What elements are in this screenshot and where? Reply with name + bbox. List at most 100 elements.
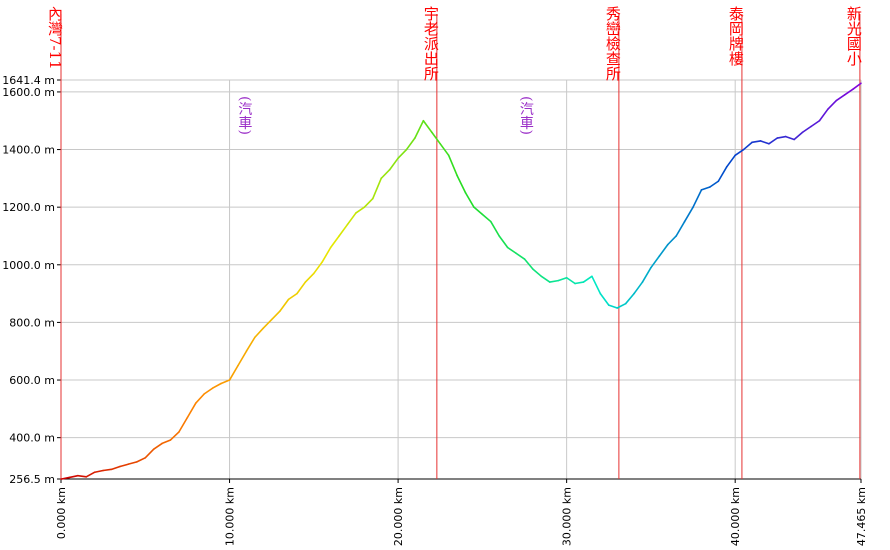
elevation-segment	[751, 140, 762, 144]
elevation-segment	[203, 387, 214, 395]
elevation-segment	[827, 99, 838, 111]
elevation-segment	[666, 235, 677, 246]
elevation-segment	[178, 416, 189, 433]
elevation-segment	[195, 393, 206, 404]
elevation-segment	[338, 223, 349, 237]
elevation-segment	[279, 298, 290, 312]
elevation-segment	[245, 336, 256, 353]
elevation-segment	[532, 268, 543, 278]
elevation-segment	[60, 476, 71, 480]
elevation-segment	[355, 206, 366, 214]
y-tick-label: 1000.0 m	[2, 259, 55, 272]
poi-marker-label: 新光國小	[845, 6, 863, 67]
elevation-segment	[161, 439, 172, 445]
elevation-segment	[152, 442, 163, 450]
elevation-segment	[464, 191, 475, 208]
elevation-segment	[641, 266, 652, 283]
elevation-segment	[700, 186, 711, 191]
elevation-segment	[304, 272, 315, 283]
elevation-segment	[515, 252, 526, 260]
x-tick-label: 30.000 km	[561, 487, 574, 546]
elevation-segment	[835, 94, 846, 102]
segment-annotation: (汽車)	[518, 96, 534, 135]
elevation-segment	[650, 255, 661, 269]
elevation-segment	[473, 206, 484, 216]
y-tick-labels: 256.5 m 400.0 m 600.0 m 800.0 m 1000.0 m 1200…	[2, 74, 55, 486]
x-tick-label: 40.000 km	[729, 487, 742, 546]
poi-marker-label: 宇老派出所	[422, 6, 440, 81]
elevation-segment	[144, 448, 155, 459]
elevation-segment	[313, 261, 324, 275]
elevation-segment	[136, 457, 147, 463]
elevation-segment	[548, 279, 560, 283]
elevation-segment	[372, 177, 383, 200]
elevation-segment	[430, 131, 442, 145]
elevation-segment	[405, 137, 416, 151]
elevation-segment	[296, 281, 307, 295]
elevation-segment	[169, 431, 180, 441]
y-tick-label: 600.0 m	[9, 374, 55, 387]
elevation-segment	[119, 463, 130, 468]
elevation-segment	[388, 157, 399, 171]
elevation-segment	[768, 137, 779, 145]
elevation-segment	[186, 402, 197, 419]
elevation-segment	[734, 148, 745, 157]
elevation-segment	[380, 168, 391, 180]
elevation-segment	[557, 276, 568, 282]
x-tick-labels: 0.000 km 10.000 km 20.000 km 30.000 km 40.00…	[55, 487, 868, 546]
elevation-segment	[725, 154, 736, 168]
elevation-segment	[692, 189, 703, 208]
elevation-segment	[77, 474, 88, 478]
elevation-segment	[540, 275, 551, 283]
elevation-segment	[270, 310, 281, 321]
elevation-segment	[818, 108, 829, 122]
elevation-segment	[523, 258, 534, 270]
elevation-segment	[397, 148, 408, 159]
elevation-segment	[110, 465, 121, 471]
elevation-segment	[68, 474, 79, 479]
elevation-segment	[616, 302, 627, 309]
elevation-segment	[93, 469, 104, 474]
elevation-segment	[489, 220, 501, 237]
elevation-segment	[717, 166, 728, 183]
poi-marker-label: 泰岡牌樓	[727, 6, 745, 66]
x-tick-label: 20.000 km	[392, 487, 405, 546]
elevation-segment	[506, 246, 517, 255]
elevation-line	[60, 82, 862, 480]
y-tick-label: 800.0 m	[9, 316, 55, 329]
elevation-segment	[481, 213, 492, 223]
elevation-segment	[498, 235, 509, 249]
elevation-segment	[843, 88, 854, 96]
elevation-segment	[565, 276, 576, 285]
elevation-segment	[759, 140, 770, 145]
elevation-segment	[422, 119, 433, 134]
elevation-segment	[414, 119, 425, 139]
elevation-segment	[591, 275, 602, 295]
elevation-segment	[793, 131, 804, 141]
x-tick-label: 0.000 km	[55, 487, 68, 539]
y-tick-label: 1400.0 m	[2, 144, 55, 157]
y-tick-label: 1600.0 m	[2, 86, 55, 99]
elevation-segment	[254, 327, 265, 339]
x-tick-label: 47.465 km	[855, 487, 868, 546]
elevation-segment	[102, 468, 113, 472]
elevation-segment	[346, 212, 357, 226]
elevation-segment	[363, 197, 374, 208]
axes	[57, 79, 862, 483]
elevation-segment	[329, 235, 340, 249]
elevation-segment	[624, 292, 635, 305]
elevation-segment	[574, 281, 585, 285]
elevation-segment	[287, 292, 298, 301]
elevation-segment	[262, 318, 273, 329]
y-tick-label: 1641.4 m	[2, 74, 55, 87]
elevation-segment	[784, 135, 795, 141]
segment-annotation: (汽車)	[236, 96, 252, 135]
elevation-segment	[599, 292, 610, 306]
elevation-segment	[456, 174, 467, 194]
elevation-segment	[237, 350, 248, 367]
elevation-segment	[801, 125, 812, 134]
elevation-segment	[85, 471, 96, 478]
elevation-segment	[852, 82, 862, 90]
elevation-segment	[658, 243, 669, 257]
